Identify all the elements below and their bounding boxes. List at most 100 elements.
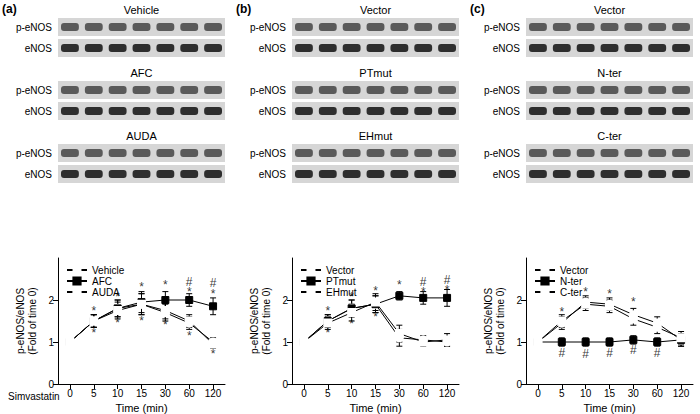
svg-text:AFC: AFC xyxy=(131,67,153,79)
svg-text:eNOS: eNOS xyxy=(25,43,53,54)
svg-text:p-eNOS: p-eNOS xyxy=(16,22,52,33)
svg-text:(Fold of time 0): (Fold of time 0) xyxy=(27,287,38,354)
svg-text:*: * xyxy=(139,280,144,294)
svg-text:*: * xyxy=(115,316,120,330)
svg-text:15: 15 xyxy=(370,388,382,399)
svg-text:Time (min): Time (min) xyxy=(583,402,635,414)
svg-text:Time (min): Time (min) xyxy=(115,402,167,414)
svg-text:Vector: Vector xyxy=(594,4,626,16)
svg-text:N-ter: N-ter xyxy=(597,67,622,79)
svg-text:*: * xyxy=(607,287,612,301)
svg-text:120: 120 xyxy=(673,388,690,399)
svg-text:N-ter: N-ter xyxy=(560,276,583,287)
svg-text:*: * xyxy=(211,287,216,301)
svg-text:AFC: AFC xyxy=(92,276,112,287)
svg-text:EHmut: EHmut xyxy=(359,130,393,142)
svg-text:#: # xyxy=(630,343,637,357)
svg-text:*: * xyxy=(91,304,96,318)
svg-text:eNOS: eNOS xyxy=(259,169,287,180)
svg-text:p-eNOS/eNOS: p-eNOS/eNOS xyxy=(249,288,260,354)
svg-text:eNOS: eNOS xyxy=(493,169,521,180)
svg-text:Simvastatin: Simvastatin xyxy=(8,391,60,402)
svg-text:(Fold of time 0): (Fold of time 0) xyxy=(495,287,506,354)
svg-text:10: 10 xyxy=(580,388,592,399)
svg-text:eNOS: eNOS xyxy=(259,106,287,117)
svg-text:Vector: Vector xyxy=(560,265,589,276)
svg-text:p-eNOS/eNOS: p-eNOS/eNOS xyxy=(483,288,494,354)
svg-text:*: * xyxy=(325,304,330,318)
svg-text:1: 1 xyxy=(282,337,288,348)
svg-text:60: 60 xyxy=(184,388,196,399)
svg-text:15: 15 xyxy=(136,388,148,399)
svg-text:*: * xyxy=(421,285,426,299)
svg-text:0: 0 xyxy=(48,379,54,390)
svg-text:#: # xyxy=(558,346,565,360)
svg-text:0: 0 xyxy=(282,379,288,390)
svg-text:*: * xyxy=(349,317,354,331)
svg-text:*: * xyxy=(559,305,564,319)
svg-text:0: 0 xyxy=(301,388,307,399)
svg-text:p-eNOS: p-eNOS xyxy=(250,148,286,159)
svg-text:60: 60 xyxy=(418,388,430,399)
svg-text:Time (min): Time (min) xyxy=(349,402,401,414)
svg-text:2: 2 xyxy=(516,295,522,306)
svg-text:*: * xyxy=(187,285,192,299)
svg-text:eNOS: eNOS xyxy=(493,106,521,117)
svg-text:1: 1 xyxy=(48,337,54,348)
svg-text:(Fold of time 0): (Fold of time 0) xyxy=(261,287,272,354)
svg-text:30: 30 xyxy=(394,388,406,399)
svg-text:#: # xyxy=(654,346,661,360)
svg-text:p-eNOS: p-eNOS xyxy=(16,148,52,159)
svg-text:p-eNOS: p-eNOS xyxy=(250,85,286,96)
svg-text:Vehicle: Vehicle xyxy=(124,4,159,16)
svg-text:eNOS: eNOS xyxy=(493,43,521,54)
svg-text:PTmut: PTmut xyxy=(326,276,356,287)
svg-text:120: 120 xyxy=(205,388,222,399)
svg-text:30: 30 xyxy=(160,388,172,399)
svg-text:*: * xyxy=(187,329,192,343)
svg-text:(b): (b) xyxy=(236,2,251,16)
svg-text:10: 10 xyxy=(346,388,358,399)
svg-text:15: 15 xyxy=(604,388,616,399)
svg-text:0: 0 xyxy=(516,379,522,390)
svg-text:30: 30 xyxy=(628,388,640,399)
svg-text:*: * xyxy=(163,278,168,292)
svg-text:p-eNOS/eNOS: p-eNOS/eNOS xyxy=(15,288,26,354)
svg-text:120: 120 xyxy=(439,388,456,399)
svg-text:(c): (c) xyxy=(470,2,485,16)
svg-text:*: * xyxy=(373,284,378,298)
svg-text:p-eNOS: p-eNOS xyxy=(484,148,520,159)
svg-text:AUDA: AUDA xyxy=(126,130,157,142)
svg-text:p-eNOS: p-eNOS xyxy=(484,22,520,33)
svg-text:C-ter: C-ter xyxy=(597,130,622,142)
svg-text:*: * xyxy=(325,326,330,340)
svg-text:Vehicle: Vehicle xyxy=(92,265,125,276)
svg-text:*: * xyxy=(373,310,378,324)
svg-text:C-ter: C-ter xyxy=(560,287,583,298)
svg-text:*: * xyxy=(139,314,144,328)
svg-text:*: * xyxy=(163,318,168,332)
svg-text:0: 0 xyxy=(535,388,541,399)
svg-text:1: 1 xyxy=(516,337,522,348)
svg-text:p-eNOS: p-eNOS xyxy=(16,85,52,96)
svg-text:#: # xyxy=(582,347,589,361)
svg-text:5: 5 xyxy=(91,388,97,399)
svg-text:Vector: Vector xyxy=(326,265,355,276)
svg-text:*: * xyxy=(211,347,216,361)
svg-text:eNOS: eNOS xyxy=(25,106,53,117)
svg-text:*: * xyxy=(91,326,96,340)
svg-text:5: 5 xyxy=(325,388,331,399)
svg-text:(a): (a) xyxy=(2,2,17,16)
svg-text:eNOS: eNOS xyxy=(259,43,287,54)
svg-text:10: 10 xyxy=(112,388,124,399)
svg-text:#: # xyxy=(606,346,613,360)
svg-text:*: * xyxy=(631,295,636,309)
svg-text:PTmut: PTmut xyxy=(359,67,391,79)
svg-text:*: * xyxy=(349,290,354,304)
svg-text:5: 5 xyxy=(559,388,565,399)
svg-text:2: 2 xyxy=(282,295,288,306)
svg-text:p-eNOS: p-eNOS xyxy=(250,22,286,33)
svg-text:Vector: Vector xyxy=(360,4,392,16)
svg-text:60: 60 xyxy=(652,388,664,399)
svg-text:*: * xyxy=(445,283,450,297)
